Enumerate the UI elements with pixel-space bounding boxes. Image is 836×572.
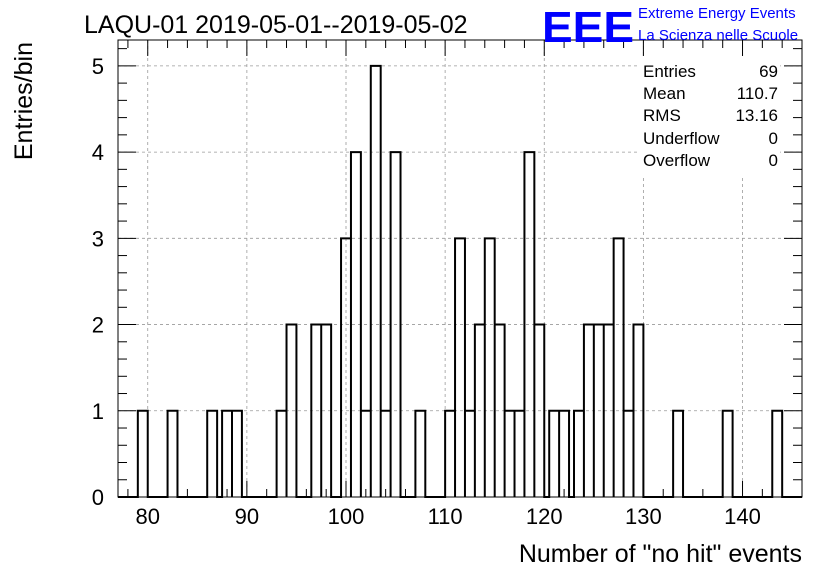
y-axis-label: Entries/bin <box>10 42 38 160</box>
logo-line-1: Extreme Energy Events <box>638 5 796 22</box>
eee-logo: EEE <box>542 3 634 52</box>
stats-mean-label: Mean <box>643 84 686 103</box>
stats-rms-value: 13.16 <box>735 106 778 125</box>
logo-line-2: La Scienza nelle Scuole <box>638 27 798 44</box>
stats-box: Entries 69 Mean 110.7 RMS 13.16 Underflo… <box>640 58 780 176</box>
stats-rms-label: RMS <box>643 106 681 125</box>
stats-overflow-value: 0 <box>769 151 778 170</box>
chart-title: LAQU-01 2019-05-01--2019-05-02 <box>84 11 468 39</box>
x-tick-label: 120 <box>526 504 563 529</box>
stats-mean-value: 110.7 <box>737 84 778 103</box>
y-tick-label: 2 <box>92 313 104 338</box>
stats-entries-label: Entries <box>643 62 696 81</box>
histogram-layer <box>118 64 802 498</box>
x-tick-label: 130 <box>625 504 662 529</box>
y-tick-label: 5 <box>92 54 104 79</box>
x-tick-label: 90 <box>235 504 259 529</box>
stats-underflow-label: Underflow <box>643 129 720 148</box>
y-tick-label: 3 <box>92 226 104 251</box>
stats-underflow-value: 0 <box>769 129 778 148</box>
stats-overflow-label: Overflow <box>643 151 711 170</box>
y-tick-label: 1 <box>92 399 104 424</box>
x-tick-label: 140 <box>724 504 761 529</box>
stats-box-background <box>640 58 780 176</box>
stats-entries-value: 69 <box>759 62 778 81</box>
y-tick-label: 4 <box>92 140 104 165</box>
x-tick-label: 80 <box>135 504 159 529</box>
x-tick-label: 100 <box>328 504 365 529</box>
y-tick-label: 0 <box>92 485 104 510</box>
x-axis-label: Number of "no hit" events <box>519 540 802 568</box>
histogram-outline <box>118 64 802 498</box>
x-tick-label: 110 <box>428 504 463 529</box>
tick-label-layer: 80 90 100 110 120 130 140 0 1 2 3 4 5 <box>92 54 761 529</box>
plot-frame <box>117 39 803 498</box>
tick-layer <box>118 40 803 498</box>
